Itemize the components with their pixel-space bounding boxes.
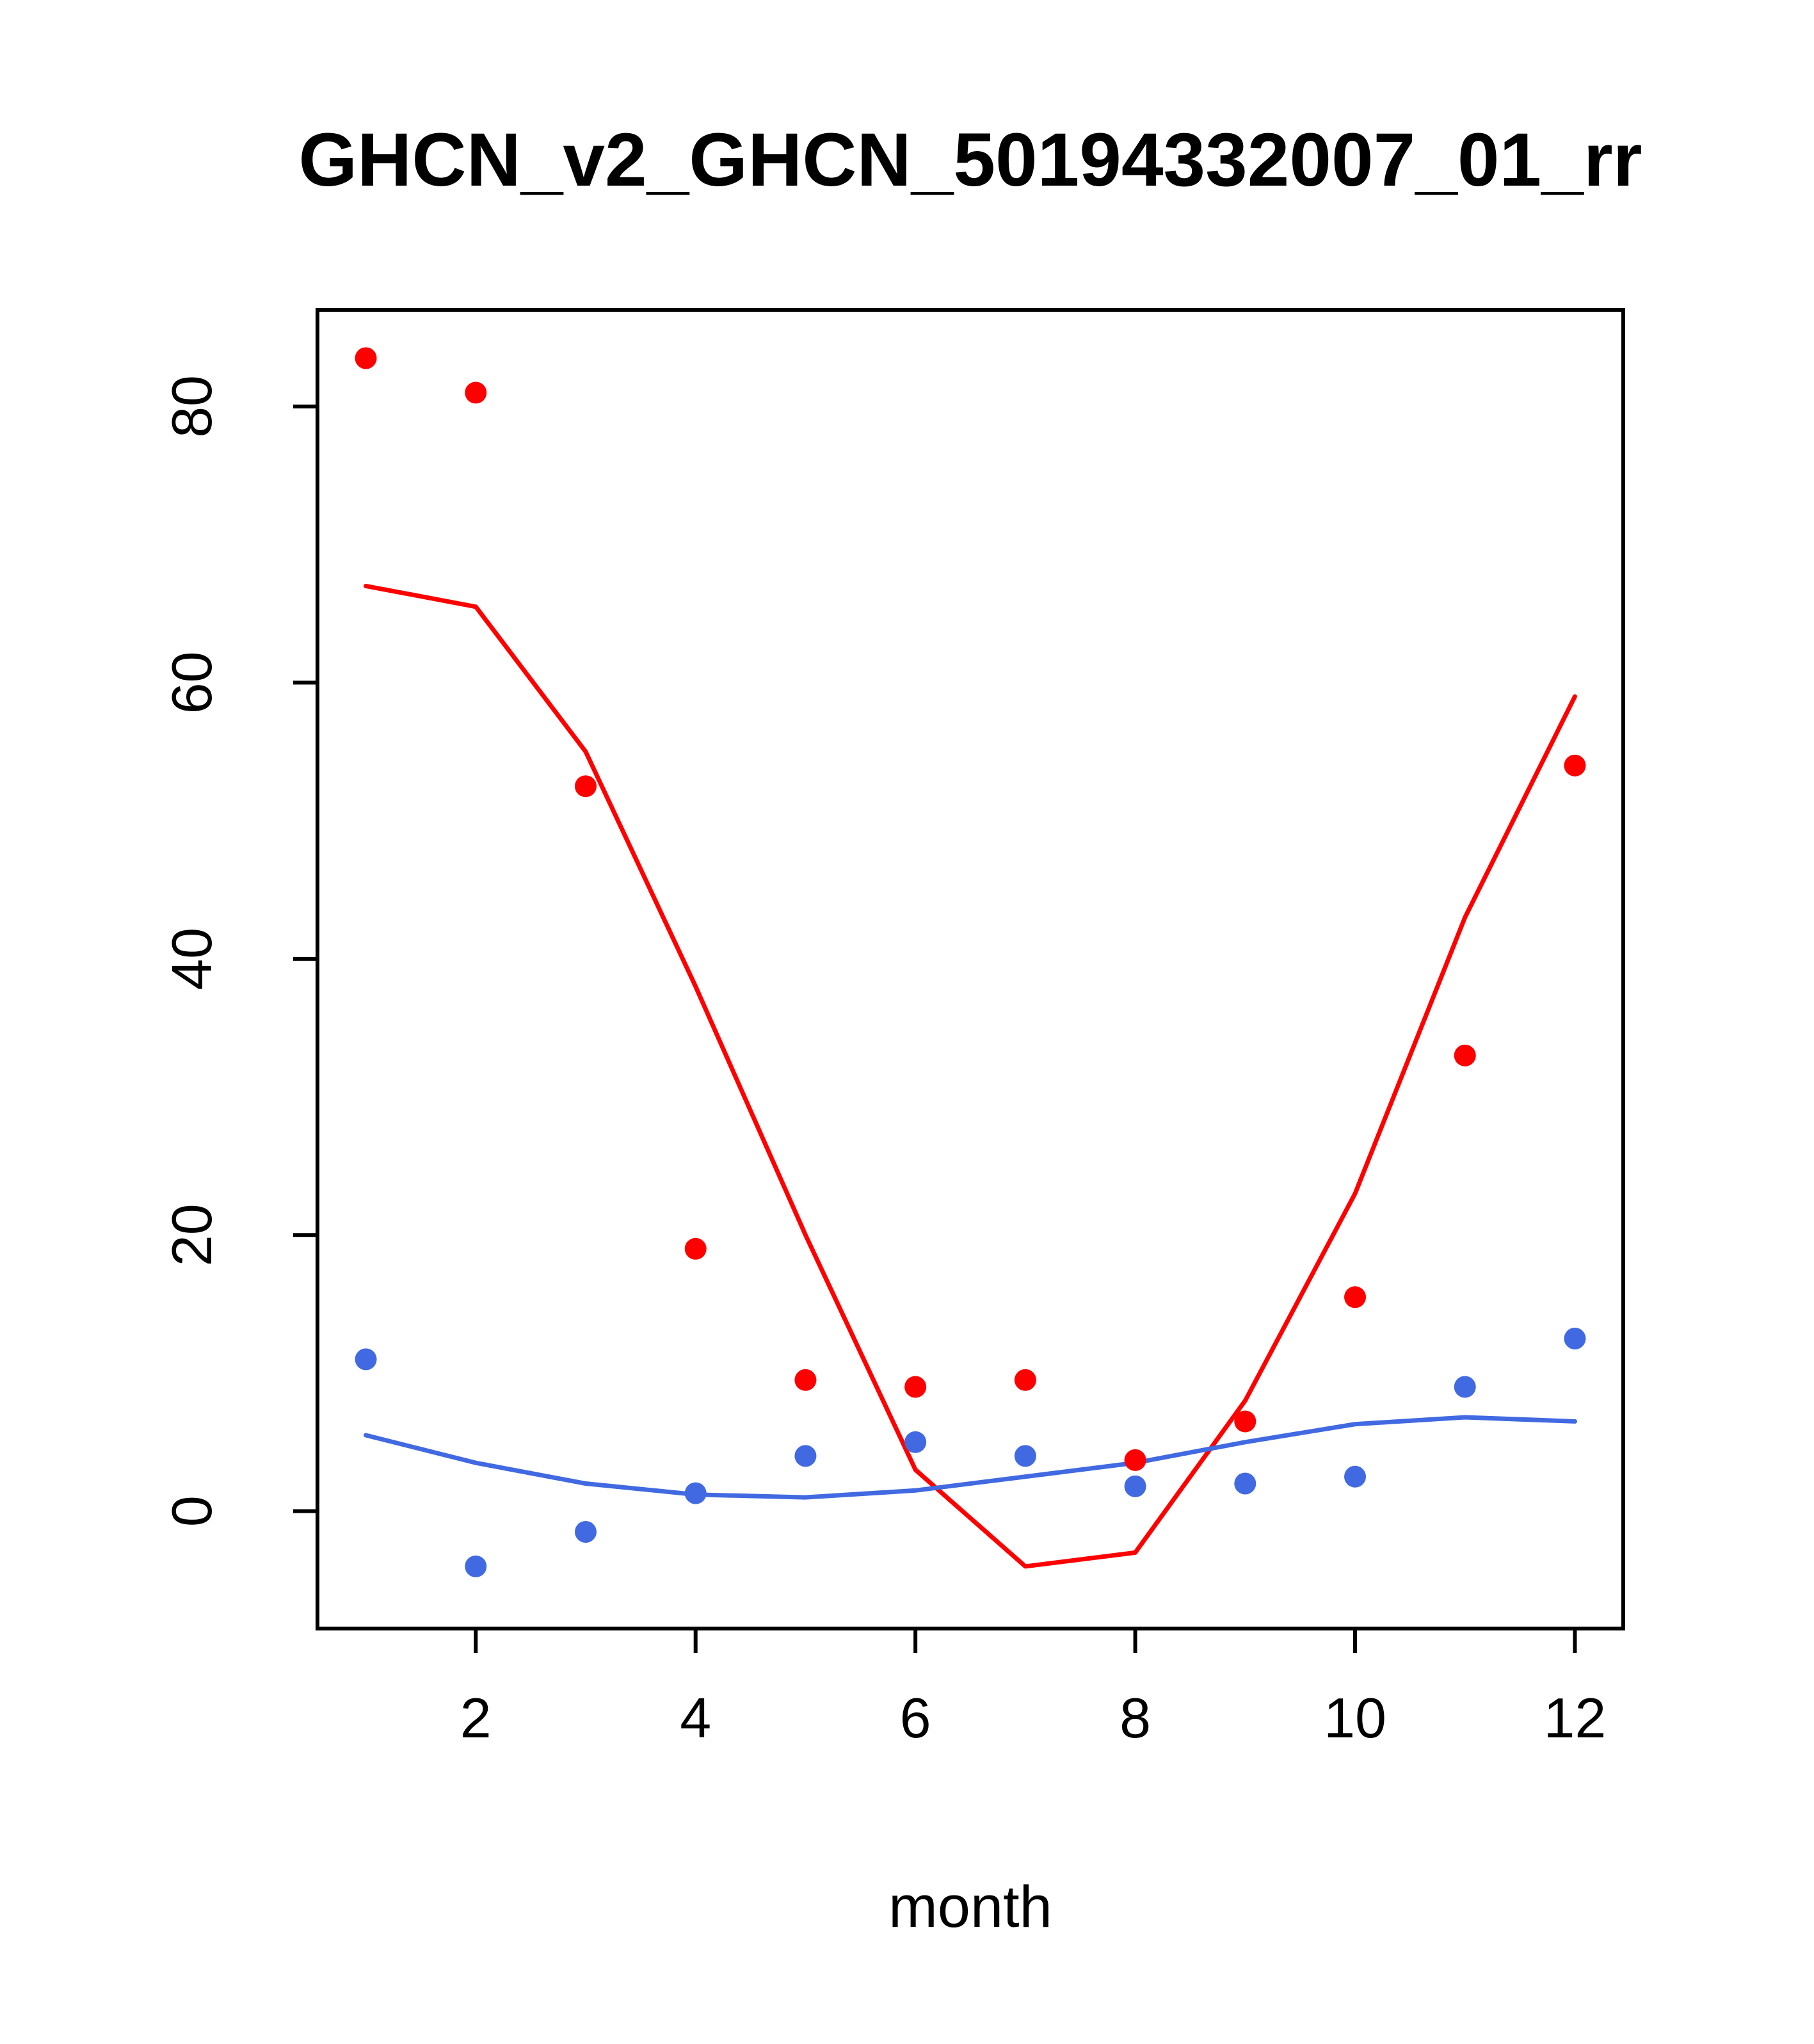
blue-points-marker	[794, 1445, 817, 1467]
blue-points-marker	[574, 1521, 597, 1543]
blue-points-marker	[1454, 1376, 1476, 1398]
y-tick-label: 0	[160, 1495, 223, 1527]
x-axis-label: month	[888, 1874, 1052, 1940]
red-points-marker	[1564, 754, 1586, 777]
red-points-marker	[465, 382, 487, 404]
blue-points-marker	[355, 1348, 377, 1371]
x-tick-label: 6	[900, 1686, 931, 1750]
y-tick-label: 40	[160, 928, 223, 990]
x-tick-label: 10	[1324, 1686, 1386, 1750]
red-points-marker	[1014, 1369, 1036, 1391]
red-points-marker	[1454, 1044, 1476, 1066]
plot-area: 2 4 6 8 10 12 0 20 40 60 80	[160, 308, 1625, 1750]
blue-points-marker	[1234, 1472, 1256, 1495]
x-tick-label: 12	[1543, 1686, 1606, 1750]
red-points-marker	[1124, 1449, 1146, 1471]
red-points-marker	[684, 1237, 707, 1260]
x-tick-label: 2	[460, 1686, 492, 1750]
blue-points-marker	[1564, 1328, 1586, 1350]
y-tick-label: 80	[160, 375, 223, 438]
blue-points-marker	[465, 1555, 487, 1577]
red-points-marker	[904, 1376, 927, 1398]
red-points-marker	[355, 347, 377, 369]
y-tick-label: 60	[160, 651, 223, 714]
blue-points-marker	[1014, 1445, 1036, 1467]
blue-points-marker	[684, 1482, 707, 1504]
red-line-series	[364, 583, 1577, 1569]
y-tick-label: 20	[160, 1203, 223, 1266]
blue-points-marker	[904, 1431, 927, 1453]
red-points-marker	[574, 775, 597, 798]
chart-title: GHCN_v2_GHCN_50194332007_01_rr	[298, 118, 1642, 202]
blue-line-series	[364, 1415, 1577, 1500]
plot-box	[316, 308, 1625, 1630]
red-points-marker	[794, 1369, 817, 1391]
red-points-marker	[1234, 1410, 1256, 1433]
red-points-marker	[1344, 1286, 1367, 1308]
blue-points-marker	[1124, 1475, 1146, 1497]
x-tick-label: 4	[680, 1686, 711, 1750]
x-tick-label: 8	[1120, 1686, 1151, 1750]
blue-points-marker	[1344, 1465, 1367, 1488]
